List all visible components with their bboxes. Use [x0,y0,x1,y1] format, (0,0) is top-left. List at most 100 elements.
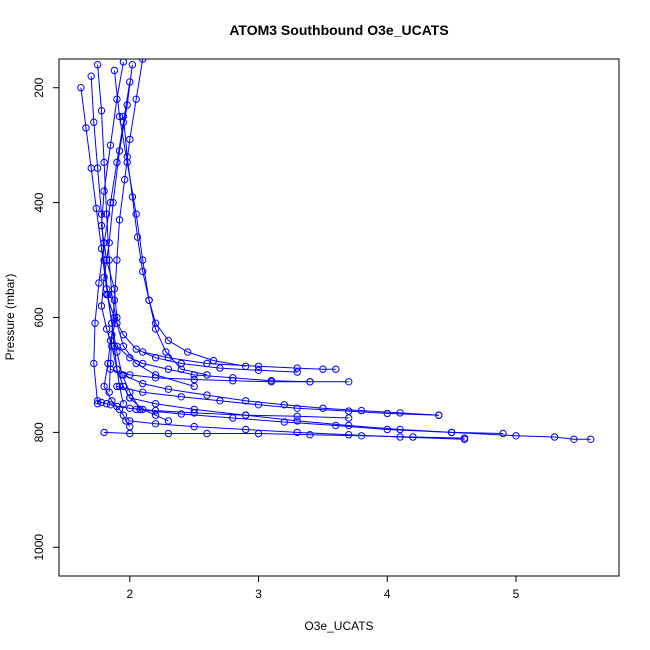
data-point [151,406,160,415]
data-point [242,397,250,405]
data-point [460,435,469,443]
data-point [345,378,353,386]
series-line [100,64,169,422]
data-point [216,397,224,405]
data-point [357,406,366,415]
data-point [113,402,121,411]
series-line [123,374,439,416]
series-line [129,397,504,434]
data-point [151,400,160,408]
x-tick-label: 2 [126,587,133,601]
data-point [306,378,314,386]
data-point [293,364,301,372]
series-line [106,294,298,373]
data-point [119,400,128,408]
x-tick-label: 4 [384,587,391,601]
series-profile [105,59,147,396]
data-point [126,394,134,402]
data-point [293,368,301,376]
series-profile [119,112,250,370]
data-point [139,359,147,368]
data-point [164,365,173,373]
data-point [115,112,124,121]
data-point [151,411,160,419]
data-point [97,210,106,218]
data-point [93,60,102,69]
x-tick-label: 5 [513,587,520,601]
data-point [126,371,134,379]
data-point [93,400,102,408]
data-point [293,428,301,437]
series-line [93,81,131,404]
data-point [177,359,186,368]
series-line [110,368,310,383]
data-point [119,331,128,339]
data-point [126,429,134,438]
data-point [139,388,147,396]
data-point [110,313,119,322]
data-point [293,404,301,412]
data-point [280,418,288,426]
data-point [151,319,160,327]
series-profile [97,60,173,425]
data-point [447,428,456,437]
data-point [113,348,121,356]
data-point [254,366,263,374]
data-point [100,428,108,437]
data-point [100,187,108,195]
data-point [115,382,124,391]
data-point [132,95,140,103]
data-point [87,164,95,172]
data-point [100,256,108,264]
plot-area [58,58,620,577]
y-tick-label: 1000 [32,534,46,561]
data-point [132,210,140,218]
data-point [113,382,121,391]
data-point [126,135,134,144]
data-point [102,285,111,293]
data-point [108,290,116,299]
data-point [345,407,353,415]
data-point [306,431,314,439]
data-point [293,417,301,425]
data-point [95,279,103,287]
series-line [116,385,439,416]
data-point [203,391,211,399]
y-tick-label: 400 [32,192,46,212]
data-point [332,365,340,373]
data-point [396,433,404,441]
data-point [254,401,263,409]
data-point [90,359,98,368]
data-point [345,421,353,430]
data-point [267,378,276,386]
x-axis-label: O3e_UCATS [304,619,373,633]
data-point [164,385,173,393]
data-point [550,433,559,441]
data-point [293,412,301,420]
data-point [123,153,131,161]
data-point [345,414,353,422]
series-line [122,116,246,367]
data-point [139,267,147,276]
series-line [113,70,208,376]
data-point [77,84,85,92]
data-point [216,364,224,372]
data-point [139,348,147,356]
data-point [113,256,121,264]
data-point [119,59,128,66]
x-tick-label: 3 [255,587,262,601]
data-point [82,124,90,132]
data-point [87,72,95,80]
y-axis-label: Pressure (mbar) [3,274,17,361]
data-point [512,432,520,440]
series-layer [77,59,595,443]
data-point [570,435,578,443]
data-point [108,331,116,339]
series-profile [90,78,134,408]
data-point [113,342,121,350]
data-point [190,422,198,431]
data-point [435,411,443,419]
data-point [90,118,98,126]
data-point [105,256,113,264]
data-point [97,107,106,115]
